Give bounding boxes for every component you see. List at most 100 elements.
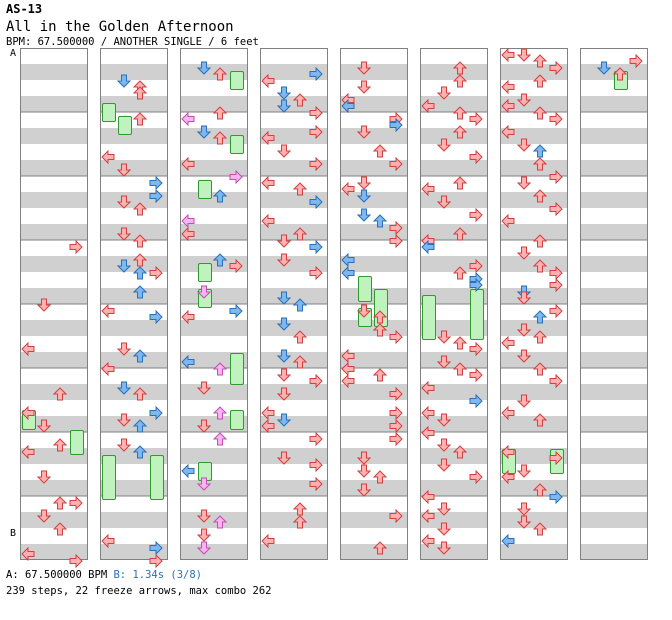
measure-column xyxy=(20,48,88,568)
down-arrow-icon xyxy=(197,509,211,523)
right-arrow-icon xyxy=(389,508,403,523)
up-arrow-icon xyxy=(213,432,227,446)
freeze-arrow xyxy=(358,276,372,302)
measure-column xyxy=(180,48,248,560)
grid-stripe xyxy=(500,512,568,528)
left-arrow-icon xyxy=(501,406,515,421)
grid-stripe xyxy=(100,384,168,400)
down-arrow-icon xyxy=(197,477,211,491)
down-arrow-icon xyxy=(197,125,211,139)
right-arrow-icon xyxy=(469,470,483,485)
right-arrow-icon xyxy=(629,54,643,69)
up-arrow-icon xyxy=(133,112,147,126)
up-arrow-icon xyxy=(133,253,147,267)
right-arrow-icon xyxy=(549,265,563,280)
up-arrow-icon xyxy=(53,496,67,510)
down-arrow-icon xyxy=(517,464,531,478)
column-grid xyxy=(580,48,648,560)
up-arrow-icon xyxy=(293,182,307,196)
down-arrow-icon xyxy=(37,419,51,433)
right-arrow-icon xyxy=(469,112,483,126)
right-arrow-icon xyxy=(549,169,563,184)
up-arrow-icon xyxy=(373,214,387,228)
left-arrow-icon xyxy=(421,99,435,114)
grid-stripe xyxy=(420,448,488,464)
down-arrow-icon xyxy=(117,163,131,177)
grid-stripe xyxy=(20,96,88,112)
left-arrow-icon xyxy=(501,336,515,350)
freeze-arrow xyxy=(422,295,436,340)
right-arrow-icon xyxy=(229,259,243,274)
right-arrow-icon xyxy=(309,457,323,472)
down-arrow-icon xyxy=(37,509,51,523)
grid-stripe xyxy=(180,512,248,528)
grid-stripe xyxy=(500,384,568,400)
down-arrow-icon xyxy=(197,61,211,75)
measure-column xyxy=(100,48,168,568)
left-arrow-icon xyxy=(421,534,435,549)
up-arrow-icon xyxy=(213,515,227,529)
grid-stripe xyxy=(580,288,648,304)
freeze-arrow xyxy=(150,455,164,500)
section-a-marker: A xyxy=(10,48,17,59)
left-arrow-icon xyxy=(181,464,195,478)
grid-stripe xyxy=(580,544,648,560)
up-arrow-icon xyxy=(453,176,467,190)
grid-stripe xyxy=(500,128,568,144)
down-arrow-icon xyxy=(117,259,131,273)
down-arrow-icon xyxy=(117,413,131,427)
down-arrow-icon xyxy=(517,138,531,152)
grid-stripe xyxy=(580,352,648,368)
up-arrow-icon xyxy=(293,329,307,344)
down-arrow-icon xyxy=(197,528,211,542)
down-arrow-icon xyxy=(277,368,291,382)
grid-stripe xyxy=(420,64,488,80)
song-title: All in the Golden Afternoon xyxy=(6,19,234,35)
right-arrow-icon xyxy=(389,329,403,344)
grid-stripe xyxy=(420,480,488,496)
up-arrow-icon xyxy=(453,361,467,376)
down-arrow-icon xyxy=(517,176,531,190)
down-arrow-icon xyxy=(277,144,291,158)
grid-stripe xyxy=(580,384,648,400)
up-arrow-icon xyxy=(453,125,467,139)
freeze-arrow xyxy=(198,263,212,283)
down-arrow-icon xyxy=(517,323,531,337)
up-arrow-icon xyxy=(293,297,307,312)
left-arrow-icon xyxy=(501,80,515,94)
up-arrow-icon xyxy=(133,349,147,363)
grid-stripe xyxy=(260,256,328,272)
down-arrow-icon xyxy=(117,342,131,357)
up-arrow-icon xyxy=(133,445,147,459)
right-arrow-icon xyxy=(69,496,83,510)
column-grid xyxy=(20,48,88,560)
grid-stripe xyxy=(260,544,328,560)
left-arrow-icon xyxy=(501,214,515,229)
grid-stripe xyxy=(500,192,568,208)
bpm-a-label: A: 67.500000 BPM xyxy=(6,569,108,581)
down-arrow-icon xyxy=(517,48,531,62)
grid-stripe xyxy=(260,384,328,400)
freeze-arrow xyxy=(118,116,132,136)
down-arrow-icon xyxy=(517,394,531,408)
grid-stripe xyxy=(420,384,488,400)
grid-stripe xyxy=(20,288,88,304)
down-arrow-icon xyxy=(117,195,131,209)
bpm-legend: A: 67.500000 BPM B: 1.34s (3/8) xyxy=(6,569,202,581)
down-arrow-icon xyxy=(437,355,451,369)
up-arrow-icon xyxy=(533,144,547,158)
left-arrow-icon xyxy=(341,374,355,389)
grid-stripe xyxy=(580,224,648,240)
grid-stripe xyxy=(340,64,408,80)
column-frame xyxy=(20,48,88,560)
down-arrow-icon xyxy=(437,458,451,472)
grid-stripe xyxy=(260,96,328,112)
right-arrow-icon xyxy=(469,150,483,165)
grid-stripe xyxy=(500,288,568,304)
up-arrow-icon xyxy=(533,54,547,68)
right-arrow-icon xyxy=(149,176,163,190)
down-arrow-icon xyxy=(277,387,291,401)
grid-stripe xyxy=(20,480,88,496)
grid-stripe xyxy=(180,224,248,240)
grid-stripe xyxy=(580,512,648,528)
